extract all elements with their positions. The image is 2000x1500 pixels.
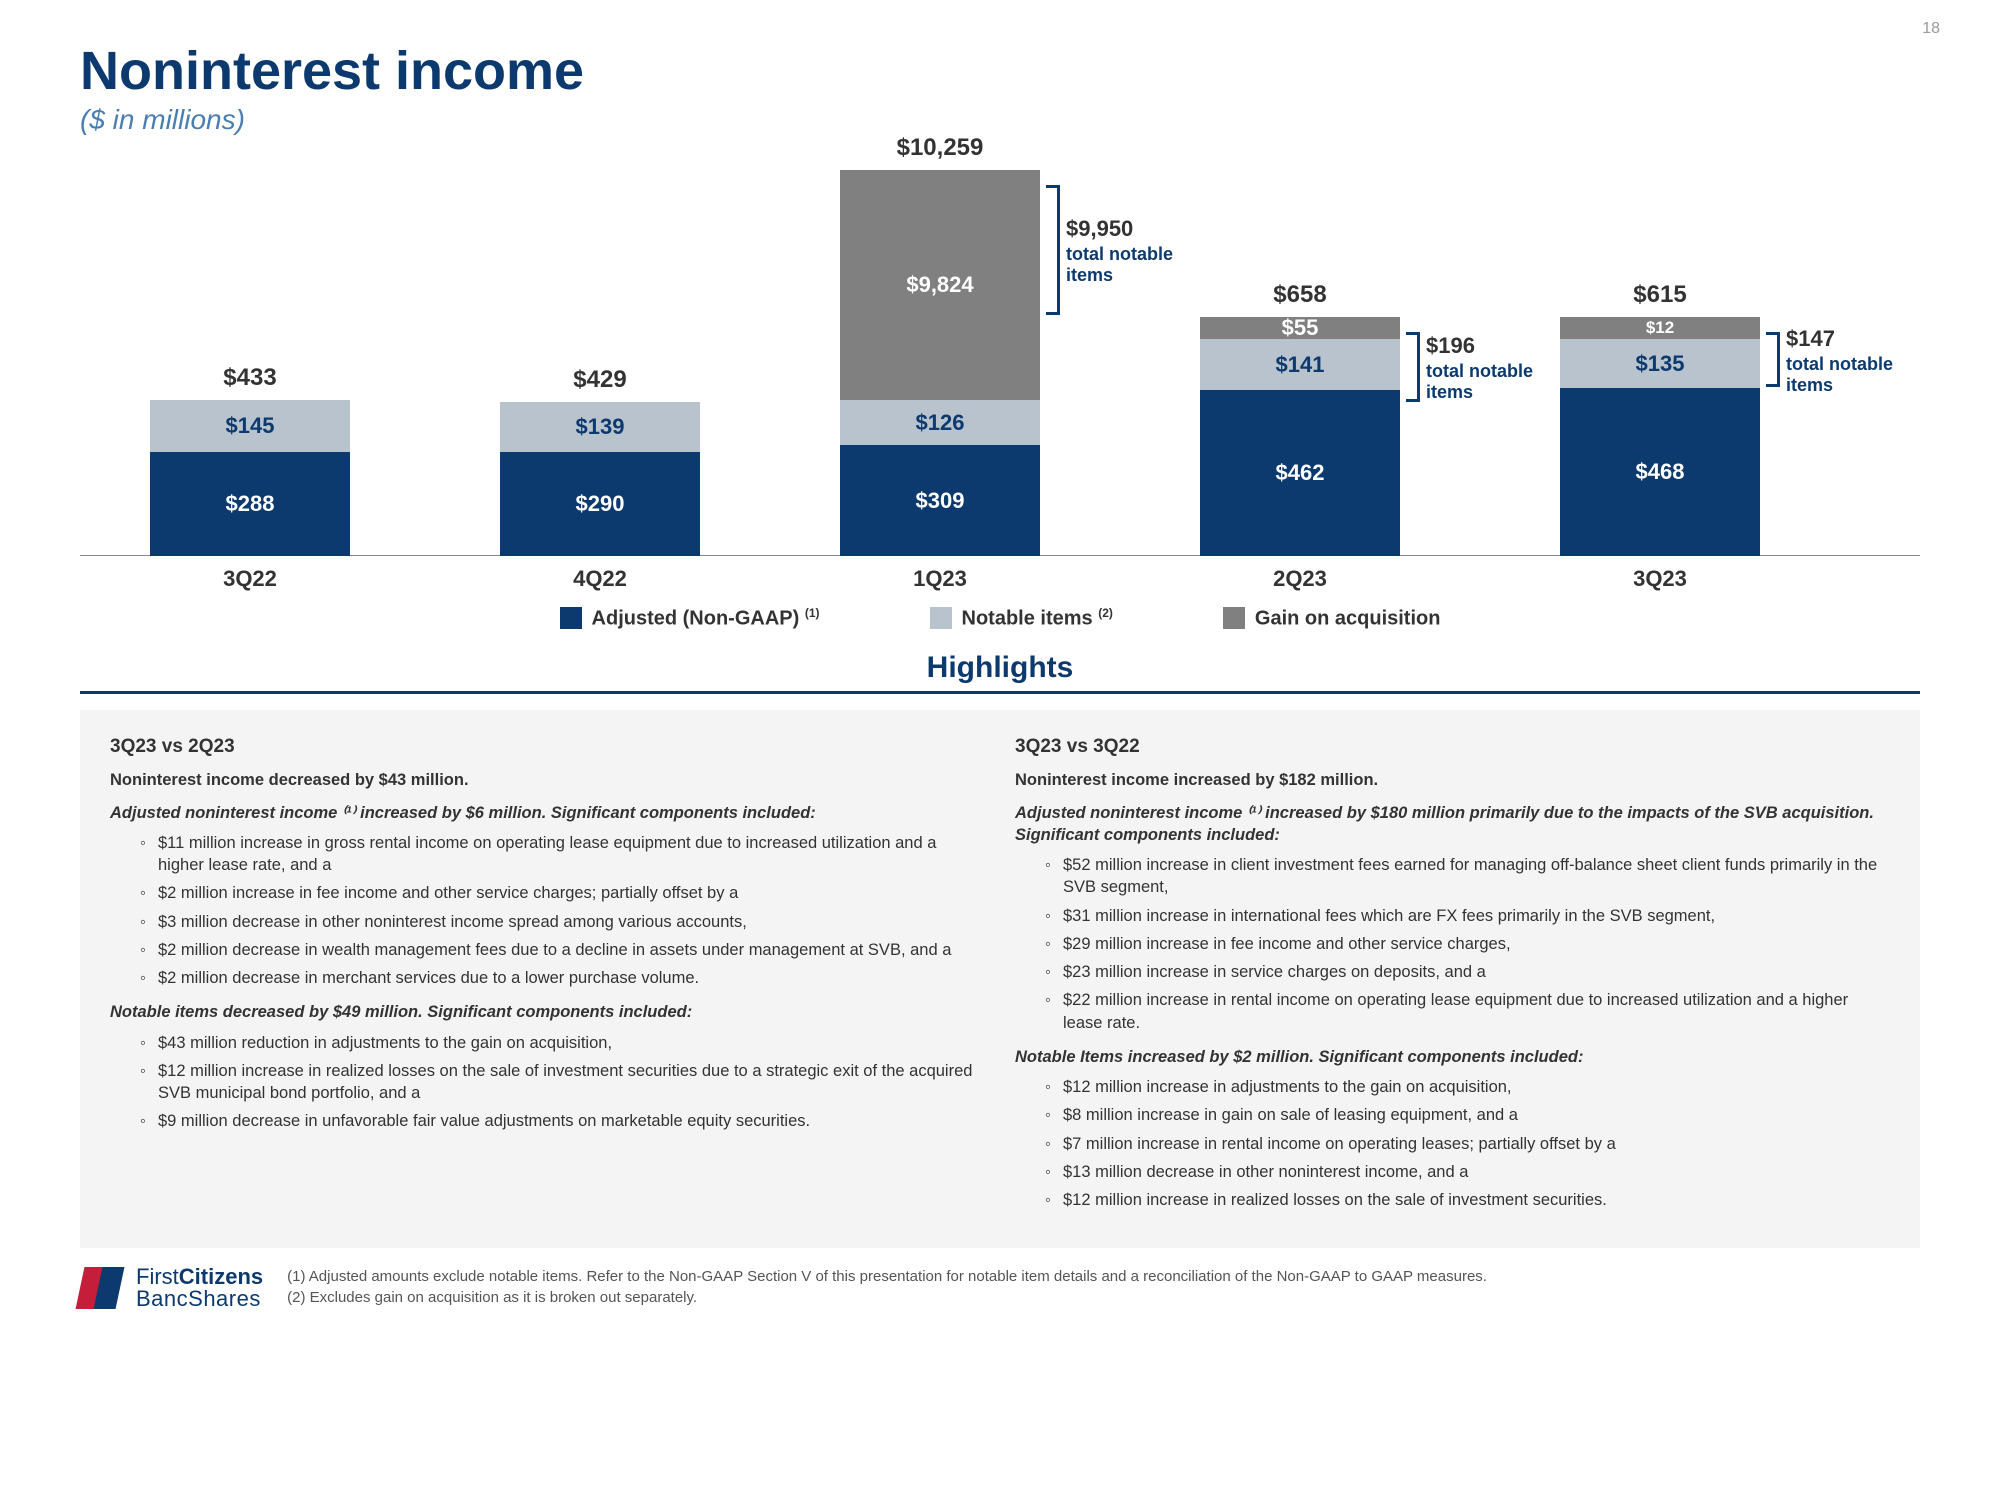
- legend-label: Notable items (2): [962, 606, 1113, 631]
- list-item: $23 million increase in service charges …: [1045, 961, 1890, 983]
- subheading: Notable Items increased by $2 million. S…: [1015, 1046, 1890, 1068]
- annotation: $147total notable items: [1786, 326, 1916, 396]
- list-item: $8 million increase in gain on sale of l…: [1045, 1104, 1890, 1126]
- bar-x-label: 1Q23: [840, 566, 1040, 592]
- page-subtitle: ($ in millions): [80, 104, 1920, 136]
- legend-label: Adjusted (Non-GAAP) (1): [592, 606, 820, 631]
- list-item: $29 million increase in fee income and o…: [1045, 933, 1890, 955]
- highlights-left-column: 3Q23 vs 2Q23 Noninterest income decrease…: [110, 734, 985, 1224]
- subheading: Adjusted noninterest income ⁽¹⁾ increase…: [110, 802, 985, 824]
- stacked-bar-chart: $145$288$4333Q22$139$290$4294Q22$9,824$1…: [80, 156, 1920, 596]
- col-heading: 3Q23 vs 3Q22: [1015, 734, 1890, 760]
- list-item: $12 million increase in adjustments to t…: [1045, 1076, 1890, 1098]
- segment-notable: $126: [840, 400, 1040, 445]
- segment-adjusted: $468: [1560, 388, 1760, 556]
- list-item: $12 million increase in realized losses …: [140, 1060, 985, 1105]
- bar-x-label: 2Q23: [1200, 566, 1400, 592]
- list-item: $2 million decrease in wealth management…: [140, 939, 985, 961]
- bar-1Q23: $9,824$126$309$10,2591Q23: [840, 170, 1040, 556]
- segment-notable: $145: [150, 400, 350, 452]
- legend-item-gain: Gain on acquisition: [1223, 606, 1441, 631]
- bracket: [1406, 332, 1420, 402]
- logo-icon: [80, 1267, 128, 1309]
- highlights-panel: 3Q23 vs 2Q23 Noninterest income decrease…: [80, 710, 1920, 1248]
- highlights-right-column: 3Q23 vs 3Q22 Noninterest income increase…: [1015, 734, 1890, 1224]
- col-heading: 3Q23 vs 2Q23: [110, 734, 985, 760]
- list-item: $52 million increase in client investmen…: [1045, 854, 1890, 899]
- footer: FirstCitizens BancShares (1) Adjusted am…: [80, 1266, 1920, 1310]
- lead-text: Noninterest income decreased by $43 mill…: [110, 769, 985, 791]
- legend-label: Gain on acquisition: [1255, 606, 1441, 631]
- bullet-list: $43 million reduction in adjustments to …: [110, 1032, 985, 1133]
- footnote: (1) Adjusted amounts exclude notable ite…: [287, 1266, 1920, 1287]
- bullet-list: $11 million increase in gross rental inc…: [110, 832, 985, 990]
- list-item: $31 million increase in international fe…: [1045, 905, 1890, 927]
- legend-swatch: [930, 607, 952, 629]
- page-number: 18: [1922, 20, 1940, 38]
- bar-total: $433: [150, 364, 350, 392]
- list-item: $22 million increase in rental income on…: [1045, 989, 1890, 1034]
- bracket: [1046, 185, 1060, 315]
- legend-item-notable: Notable items (2): [930, 606, 1113, 631]
- legend-swatch: [560, 607, 582, 629]
- bar-total: $429: [500, 366, 700, 394]
- bar-total: $10,259: [840, 134, 1040, 162]
- segment-notable: $139: [500, 402, 700, 452]
- legend-swatch: [1223, 607, 1245, 629]
- footnote: (2) Excludes gain on acquisition as it i…: [287, 1287, 1920, 1308]
- bar-3Q23: $12$135$468$6153Q23: [1560, 317, 1760, 556]
- list-item: $7 million increase in rental income on …: [1045, 1133, 1890, 1155]
- list-item: $12 million increase in realized losses …: [1045, 1189, 1890, 1211]
- list-item: $13 million decrease in other noninteres…: [1045, 1161, 1890, 1183]
- segment-gain: $12: [1560, 317, 1760, 339]
- lead-text: Noninterest income increased by $182 mil…: [1015, 769, 1890, 791]
- segment-gain: $9,824: [840, 170, 1040, 400]
- bullet-list: $12 million increase in adjustments to t…: [1015, 1076, 1890, 1211]
- bar-total: $615: [1560, 281, 1760, 309]
- bar-total: $658: [1200, 281, 1400, 309]
- bullet-list: $52 million increase in client investmen…: [1015, 854, 1890, 1034]
- segment-adjusted: $290: [500, 452, 700, 556]
- annotation: $196total notable items: [1426, 333, 1556, 403]
- subheading: Notable items decreased by $49 million. …: [110, 1001, 985, 1023]
- page-title: Noninterest income: [80, 40, 1920, 102]
- annotation: $9,950total notable items: [1066, 216, 1196, 286]
- list-item: $2 million decrease in merchant services…: [140, 967, 985, 989]
- list-item: $9 million decrease in unfavorable fair …: [140, 1110, 985, 1132]
- segment-notable: $141: [1200, 339, 1400, 390]
- logo-text: FirstCitizens BancShares: [136, 1266, 263, 1310]
- bar-x-label: 3Q23: [1560, 566, 1760, 592]
- segment-notable: $135: [1560, 339, 1760, 388]
- bar-4Q22: $139$290$4294Q22: [500, 402, 700, 556]
- bracket: [1766, 332, 1780, 387]
- list-item: $11 million increase in gross rental inc…: [140, 832, 985, 877]
- segment-adjusted: $288: [150, 452, 350, 556]
- list-item: $3 million decrease in other noninterest…: [140, 911, 985, 933]
- bar-2Q23: $55$141$462$6582Q23: [1200, 317, 1400, 556]
- footnotes: (1) Adjusted amounts exclude notable ite…: [287, 1266, 1920, 1308]
- segment-adjusted: $462: [1200, 390, 1400, 556]
- highlights-heading: Highlights: [80, 651, 1920, 685]
- bar-x-label: 3Q22: [150, 566, 350, 592]
- legend-item-adjusted: Adjusted (Non-GAAP) (1): [560, 606, 820, 631]
- chart-legend: Adjusted (Non-GAAP) (1) Notable items (2)…: [80, 606, 1920, 631]
- bar-x-label: 4Q22: [500, 566, 700, 592]
- subheading: Adjusted noninterest income ⁽¹⁾ increase…: [1015, 802, 1890, 847]
- bar-3Q22: $145$288$4333Q22: [150, 400, 350, 556]
- divider: [80, 691, 1920, 694]
- list-item: $2 million increase in fee income and ot…: [140, 882, 985, 904]
- segment-adjusted: $309: [840, 445, 1040, 556]
- company-logo: FirstCitizens BancShares: [80, 1266, 263, 1310]
- list-item: $43 million reduction in adjustments to …: [140, 1032, 985, 1054]
- segment-gain: $55: [1200, 317, 1400, 339]
